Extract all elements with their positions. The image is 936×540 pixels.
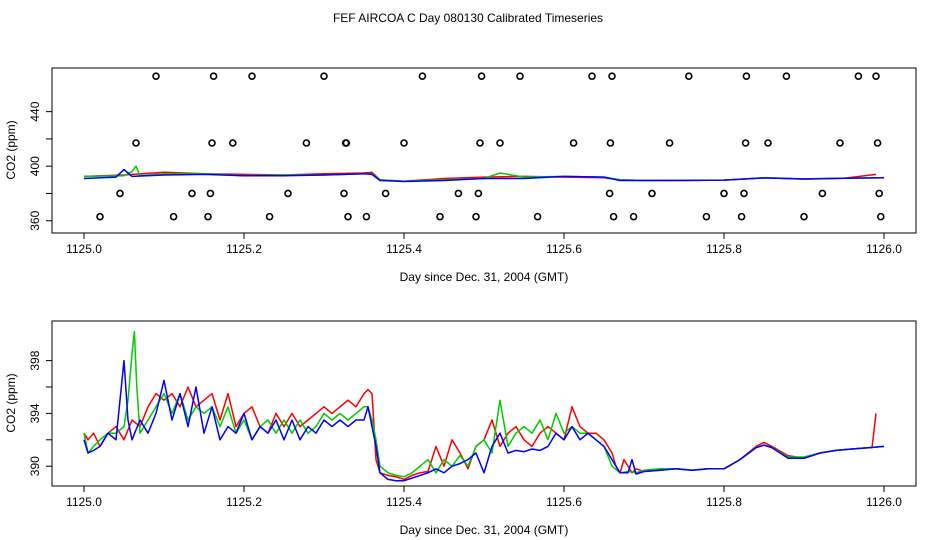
lower-plot-frame [51,320,917,487]
calibration-point [208,139,216,147]
calibration-point [875,189,884,198]
calibration-point [569,139,578,147]
x-tick-label: 1126.0 [866,495,902,509]
y-tick-label: 440 [28,101,42,121]
calibration-point [340,189,348,198]
calibration-point [206,189,215,198]
calibration-point [248,72,256,80]
calibration-point [476,139,484,147]
calibration-point [873,139,882,147]
lower-y-axis-label: CO2 (ppm) [4,373,18,432]
calibration-point [284,189,292,198]
calibration-point [737,212,746,221]
calibration-point [742,72,751,80]
calibration-point [588,72,596,80]
calibration-point [472,212,480,221]
blue-series-line [83,168,885,183]
calibration-point [605,189,614,198]
calibration-point [116,189,124,198]
calibration-point [477,72,486,80]
x-tick-label: 1125.6 [546,495,582,509]
calibration-point [702,212,711,221]
y-tick-label: 400 [28,156,42,176]
x-tick-label: 1125.8 [706,242,742,256]
calibration-point [418,72,427,80]
calibration-point [474,189,483,198]
plot-area [83,72,885,221]
x-tick-label: 1125.4 [386,242,422,256]
calibration-point [854,72,863,80]
x-tick-label: 1125.0 [66,242,102,256]
y-tick-label: 398 [28,350,42,370]
calibration-point [152,72,160,80]
calibration-point [629,212,638,221]
calibration-point [764,139,772,147]
y-tick-label: 360 [28,210,42,230]
calibration-point [648,189,656,198]
x-tick-label: 1125.2 [226,242,262,256]
calibration-point [302,139,311,147]
x-tick-label: 1125.4 [386,495,422,509]
x-tick-label: 1125.8 [706,495,742,509]
lower-x-axis-label: Day since Dec. 31, 2004 (GMT) [400,523,569,537]
blue-series-line [83,359,885,482]
calibration-point [188,189,196,198]
figure-title: FEF AIRCOA C Day 080130 Calibrated Times… [333,11,603,25]
upper-x-axis-label: Day since Dec. 31, 2004 (GMT) [400,270,569,284]
y-tick-label: 394 [28,403,42,423]
calibration-point [665,139,674,147]
calibration-point [169,212,178,221]
lower-co2-panel: Day since Dec. 31, 2004 (GMT) CO2 (ppm) … [4,320,917,537]
calibration-point [800,212,808,221]
calibration-point [606,139,615,147]
calibration-point [400,139,408,147]
calibration-point [436,212,444,221]
calibration-point [684,72,693,80]
calibration-point [209,72,218,80]
upper-y-axis-label: CO2 (ppm) [4,120,18,179]
upper-plot-frame [51,67,917,234]
calibration-point [818,189,827,198]
calibration-point [740,189,748,198]
calibration-point [876,212,885,221]
x-tick-label: 1126.0 [866,242,902,256]
plot-area [83,330,885,482]
calibration-point [362,212,371,221]
calibration-point [96,212,104,221]
x-tick-label: 1125.0 [66,495,102,509]
calibration-point [265,212,274,221]
calibration-point [496,139,504,147]
calibration-point [872,72,880,80]
calibration-point [516,72,524,80]
calibration-point [782,72,791,80]
x-tick-label: 1125.2 [226,495,262,509]
x-tick-label: 1125.6 [546,242,582,256]
calibration-point [720,189,728,198]
calibration-point [320,72,328,80]
calibration-point [229,139,237,147]
calibration-point [342,139,351,147]
y-tick-label: 390 [28,456,42,476]
calibration-point [381,189,390,198]
calibration-point [132,139,140,147]
green-series-line [83,330,885,478]
calibration-point [836,139,844,147]
calibration-point [741,139,750,147]
calibration-point [608,72,616,80]
calibration-point [344,212,352,221]
calibration-point [454,189,463,198]
calibration-point [204,212,212,221]
calibration-point [609,212,618,221]
calibration-point [533,212,542,221]
red-series-line [83,386,877,481]
upper-co2-panel: Day since Dec. 31, 2004 (GMT) CO2 (ppm) … [4,67,917,284]
